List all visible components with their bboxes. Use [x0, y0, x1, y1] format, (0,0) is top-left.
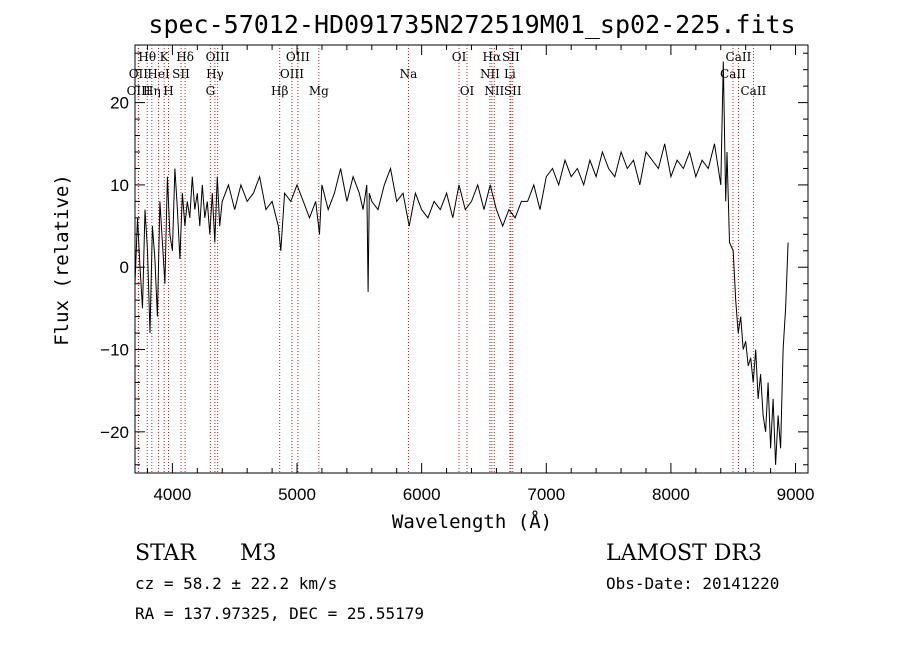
- spectral-line-label: OII: [129, 67, 149, 81]
- redshift-cz: cz = 58.2 ± 22.2 km/s: [135, 574, 337, 593]
- x-tick-label: 5000: [278, 485, 316, 504]
- chart-title: spec-57012-HD091735N272519M01_sp02-225.f…: [148, 10, 795, 39]
- observation-date: Obs-Date: 20141220: [606, 574, 779, 593]
- spectral-line-label: OIII: [127, 84, 151, 98]
- spectral-line-label: H: [163, 84, 173, 98]
- spectrum-line: [134, 61, 789, 465]
- x-tick-label: 8000: [652, 485, 690, 504]
- spectral-line-label: OI: [460, 84, 475, 98]
- object-class: STAR: [135, 541, 197, 566]
- spectral-line-labels: OII OIII Hθ Hη HeI K H SII Hδ G Hγ OIII Hβ OIII OIII Mg…: [127, 50, 767, 98]
- spectral-line-label: SII: [502, 50, 520, 64]
- y-tick-label: −20: [100, 423, 129, 442]
- x-tick-label: 9000: [777, 485, 815, 504]
- y-axis-ticks: −20 −10 0 10 20: [100, 52, 808, 466]
- spectral-line-label: Hγ: [206, 67, 224, 81]
- spectral-line-label: NII: [480, 67, 500, 81]
- spectral-line-label: Mg: [309, 84, 329, 98]
- spectral-line-label: K: [160, 50, 170, 64]
- plot-area: OII OIII Hθ Hη HeI K H SII Hδ G Hγ OIII Hβ OIII OIII Mg…: [100, 44, 815, 504]
- spectral-line-label: Hθ: [138, 50, 156, 64]
- spectral-line-label: OI: [452, 50, 467, 64]
- coordinates: RA = 137.97325, DEC = 25.55179: [135, 604, 424, 623]
- survey-name: LAMOST DR3: [606, 541, 762, 566]
- y-tick-label: 0: [120, 258, 129, 277]
- y-axis-label: Flux (relative): [51, 174, 73, 346]
- x-axis-label: Wavelength (Å): [392, 510, 552, 533]
- plot-frame: [134, 44, 809, 474]
- y-tick-label: −10: [100, 341, 129, 360]
- spectral-line-label: OIII: [206, 50, 230, 64]
- spectral-line-label: Hδ: [176, 50, 194, 64]
- x-axis-ticks: 4000 5000 6000 7000 8000 9000: [146, 45, 815, 504]
- spectral-line-label: CaII: [740, 84, 766, 98]
- spectral-line-label: Hα: [483, 50, 502, 64]
- spectral-line-label: Na: [400, 67, 418, 81]
- spectral-line-label: CaII: [726, 50, 752, 64]
- x-tick-label: 6000: [403, 485, 441, 504]
- spectral-line-label: Hη: [143, 84, 161, 98]
- spectral-line-label: CaII: [720, 67, 746, 81]
- spectral-line-label: SII: [504, 84, 522, 98]
- spectral-line-label: Li: [504, 67, 516, 81]
- x-tick-label: 7000: [527, 485, 565, 504]
- spectral-line-markers: [137, 45, 754, 473]
- object-subclass: M3: [240, 541, 277, 566]
- y-tick-label: 20: [110, 94, 129, 113]
- spectral-line-label: OIII: [280, 67, 304, 81]
- y-tick-label: 10: [110, 176, 129, 195]
- spectral-line-label: Hβ: [271, 84, 288, 98]
- x-tick-label: 4000: [153, 485, 191, 504]
- spectral-line-label: SII: [172, 67, 190, 81]
- spectral-line-label: OIII: [286, 50, 310, 64]
- spectral-line-label: NII: [484, 84, 504, 98]
- spectral-line-label: HeI: [147, 67, 170, 81]
- spectral-line-label: G: [206, 84, 216, 98]
